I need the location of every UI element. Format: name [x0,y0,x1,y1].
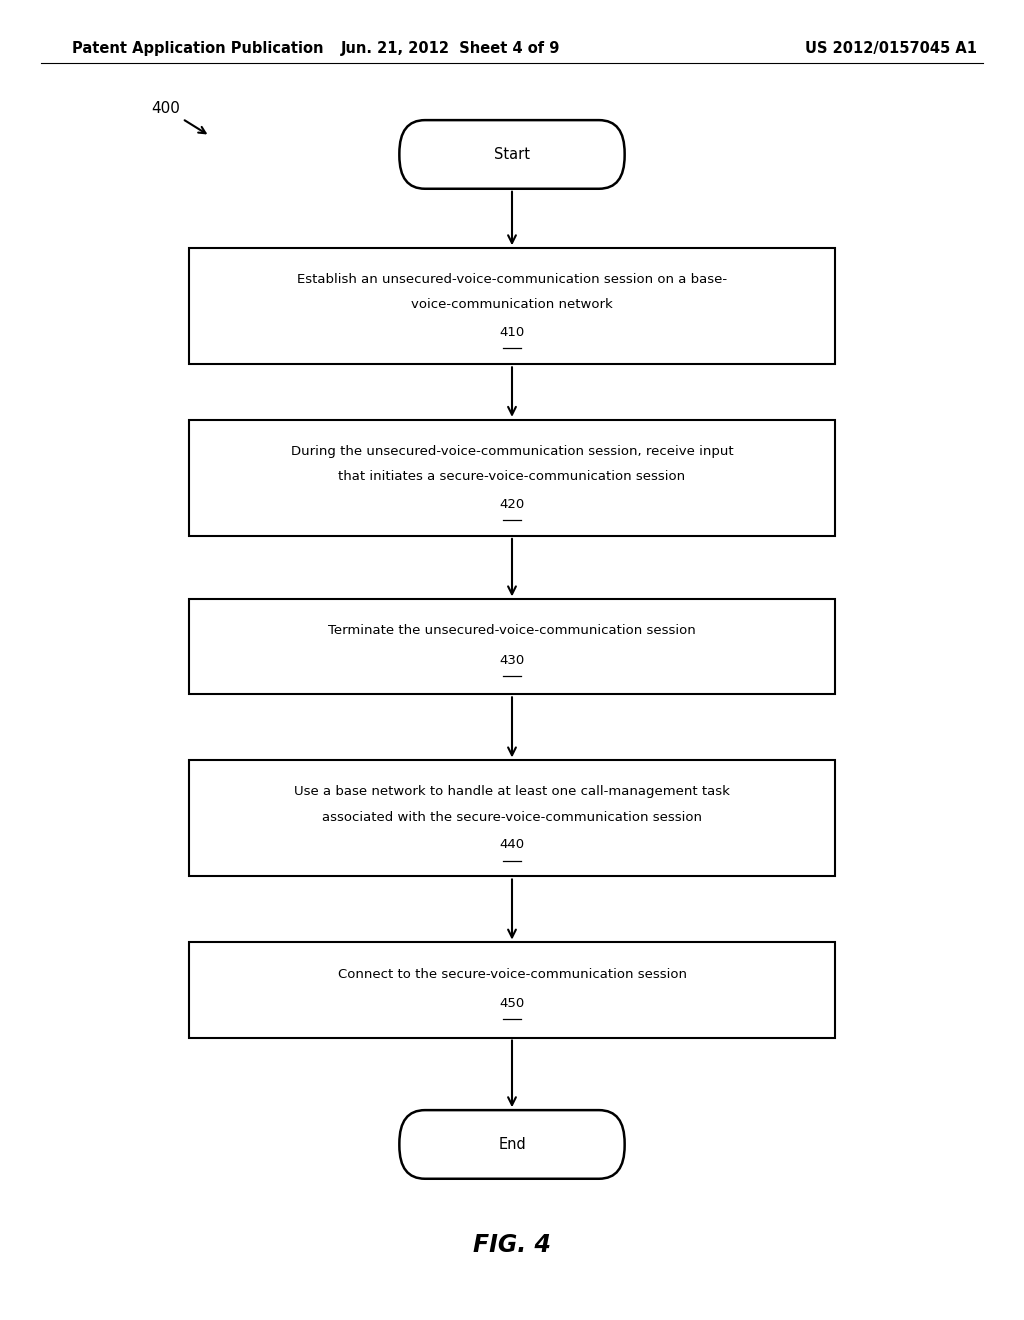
Bar [189,420,835,536]
Text: Use a base network to handle at least one call-management task: Use a base network to handle at least on… [294,785,730,799]
Text: During the unsecured-voice-communication session, receive input: During the unsecured-voice-communication… [291,445,733,458]
FancyBboxPatch shape [399,1110,625,1179]
Text: that initiates a secure-voice-communication session: that initiates a secure-voice-communicat… [339,470,685,483]
Text: voice-communication network: voice-communication network [411,298,613,312]
Text: Terminate the unsecured-voice-communication session: Terminate the unsecured-voice-communicat… [328,624,696,638]
Bar [189,248,835,364]
Bar [189,760,835,876]
Bar [189,942,835,1038]
Text: 400: 400 [152,100,180,116]
FancyBboxPatch shape [399,120,625,189]
Text: Jun. 21, 2012  Sheet 4 of 9: Jun. 21, 2012 Sheet 4 of 9 [341,41,560,57]
Text: 450: 450 [500,997,524,1010]
Text: End: End [498,1137,526,1152]
Text: 420: 420 [500,498,524,511]
Text: associated with the secure-voice-communication session: associated with the secure-voice-communi… [322,810,702,824]
Text: FIG. 4: FIG. 4 [473,1233,551,1257]
Text: Connect to the secure-voice-communication session: Connect to the secure-voice-communicatio… [338,968,686,981]
Text: 430: 430 [500,653,524,667]
Text: 410: 410 [500,326,524,339]
Text: 440: 440 [500,838,524,851]
Text: Patent Application Publication: Patent Application Publication [72,41,324,57]
Bar [189,599,835,694]
Text: US 2012/0157045 A1: US 2012/0157045 A1 [805,41,977,57]
Text: Establish an unsecured-voice-communication session on a base-: Establish an unsecured-voice-communicati… [297,273,727,286]
Text: Start: Start [494,147,530,162]
